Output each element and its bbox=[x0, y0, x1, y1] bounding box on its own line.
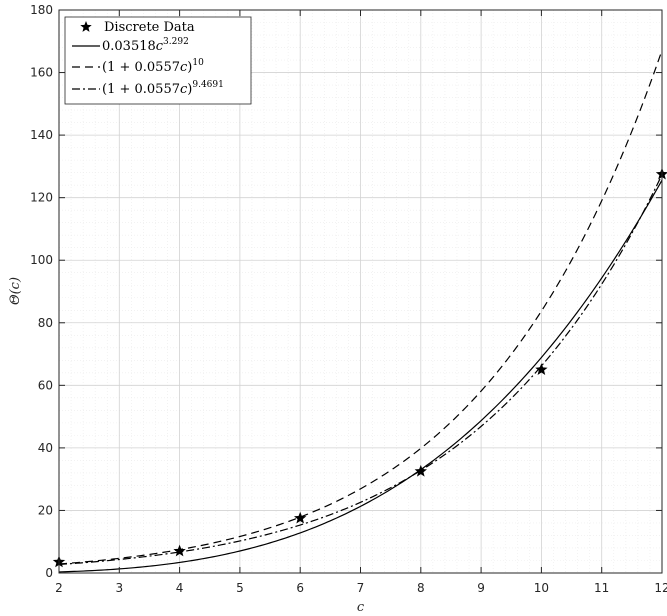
x-tick-label: 2 bbox=[55, 581, 63, 595]
y-tick-label: 160 bbox=[30, 66, 53, 80]
legend-label: 0.03518c3.292 bbox=[102, 37, 189, 54]
x-tick-label: 6 bbox=[296, 581, 304, 595]
y-tick-label: 180 bbox=[30, 3, 53, 17]
x-tick-label: 7 bbox=[357, 581, 365, 595]
series-layer bbox=[58, 50, 663, 573]
y-tick-label: 0 bbox=[45, 566, 53, 580]
data-point-star bbox=[173, 544, 186, 557]
y-tick-label: 20 bbox=[38, 503, 53, 517]
x-tick-label: 11 bbox=[594, 581, 609, 595]
data-point-star bbox=[414, 464, 427, 477]
x-tick-label: 8 bbox=[417, 581, 425, 595]
x-axis-label: c bbox=[357, 600, 365, 615]
y-tick-label: 40 bbox=[38, 441, 53, 455]
x-tick-label: 5 bbox=[236, 581, 244, 595]
y-tick-label: 120 bbox=[30, 191, 53, 205]
x-tick-label: 12 bbox=[654, 581, 667, 595]
x-tick-label: 4 bbox=[176, 581, 184, 595]
x-tick-label: 10 bbox=[534, 581, 549, 595]
legend-label: (1 + 0.0557c)9.4691 bbox=[102, 80, 224, 97]
y-axis-label: Θ(c) bbox=[8, 277, 23, 305]
legend: Discrete Data 0.03518c3.292 (1 + 0.0557c)1… bbox=[64, 16, 252, 105]
y-tick-label: 60 bbox=[38, 378, 53, 392]
x-tick-label: 3 bbox=[115, 581, 123, 595]
y-tick-label: 140 bbox=[30, 128, 53, 142]
x-tick-label: 9 bbox=[477, 581, 485, 595]
y-tick-label: 80 bbox=[38, 316, 53, 330]
data-point-star bbox=[294, 511, 307, 524]
series-line bbox=[58, 50, 663, 565]
y-tick-label: 100 bbox=[30, 253, 53, 267]
legend-label: (1 + 0.0557c)10 bbox=[102, 58, 204, 75]
legend-label-discrete: Discrete Data bbox=[104, 20, 195, 35]
legend-star-marker bbox=[80, 21, 92, 32]
series-line bbox=[58, 179, 663, 573]
data-point-star bbox=[655, 167, 667, 180]
series-line bbox=[58, 174, 663, 566]
data-point-star bbox=[535, 363, 548, 375]
